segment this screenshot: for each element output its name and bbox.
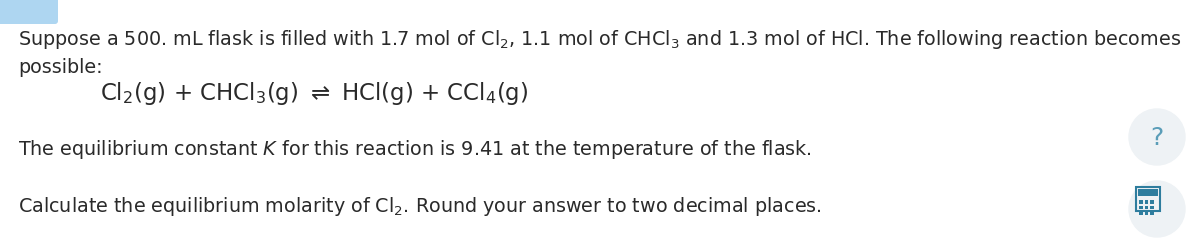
Text: ?: ? [1151, 126, 1164, 150]
FancyBboxPatch shape [1145, 206, 1148, 209]
Text: The equilibrium constant $\mathit{K}$ for this reaction is 9.41 at the temperatu: The equilibrium constant $\mathit{K}$ fo… [18, 138, 812, 160]
FancyBboxPatch shape [1150, 206, 1153, 209]
FancyBboxPatch shape [1139, 206, 1142, 209]
FancyBboxPatch shape [1150, 200, 1153, 204]
Circle shape [1129, 110, 1186, 165]
FancyBboxPatch shape [1150, 211, 1153, 215]
Circle shape [1129, 181, 1186, 237]
Text: Cl$_2$(g) + CHCl$_3$(g) $\rightleftharpoons$ HCl(g) + CCl$_4$(g): Cl$_2$(g) + CHCl$_3$(g) $\rightleftharpo… [100, 80, 528, 106]
FancyBboxPatch shape [1139, 211, 1142, 215]
FancyBboxPatch shape [1138, 189, 1158, 196]
Text: Suppose a 500. mL flask is filled with 1.7 mol of Cl$_2$, 1.1 mol of CHCl$_3$ an: Suppose a 500. mL flask is filled with 1… [18, 28, 1181, 51]
FancyBboxPatch shape [0, 0, 58, 25]
Text: Calculate the equilibrium molarity of Cl$_2$. Round your answer to two decimal p: Calculate the equilibrium molarity of Cl… [18, 194, 822, 217]
FancyBboxPatch shape [1145, 211, 1148, 215]
FancyBboxPatch shape [1145, 200, 1148, 204]
Text: possible:: possible: [18, 58, 103, 77]
FancyBboxPatch shape [1139, 200, 1142, 204]
